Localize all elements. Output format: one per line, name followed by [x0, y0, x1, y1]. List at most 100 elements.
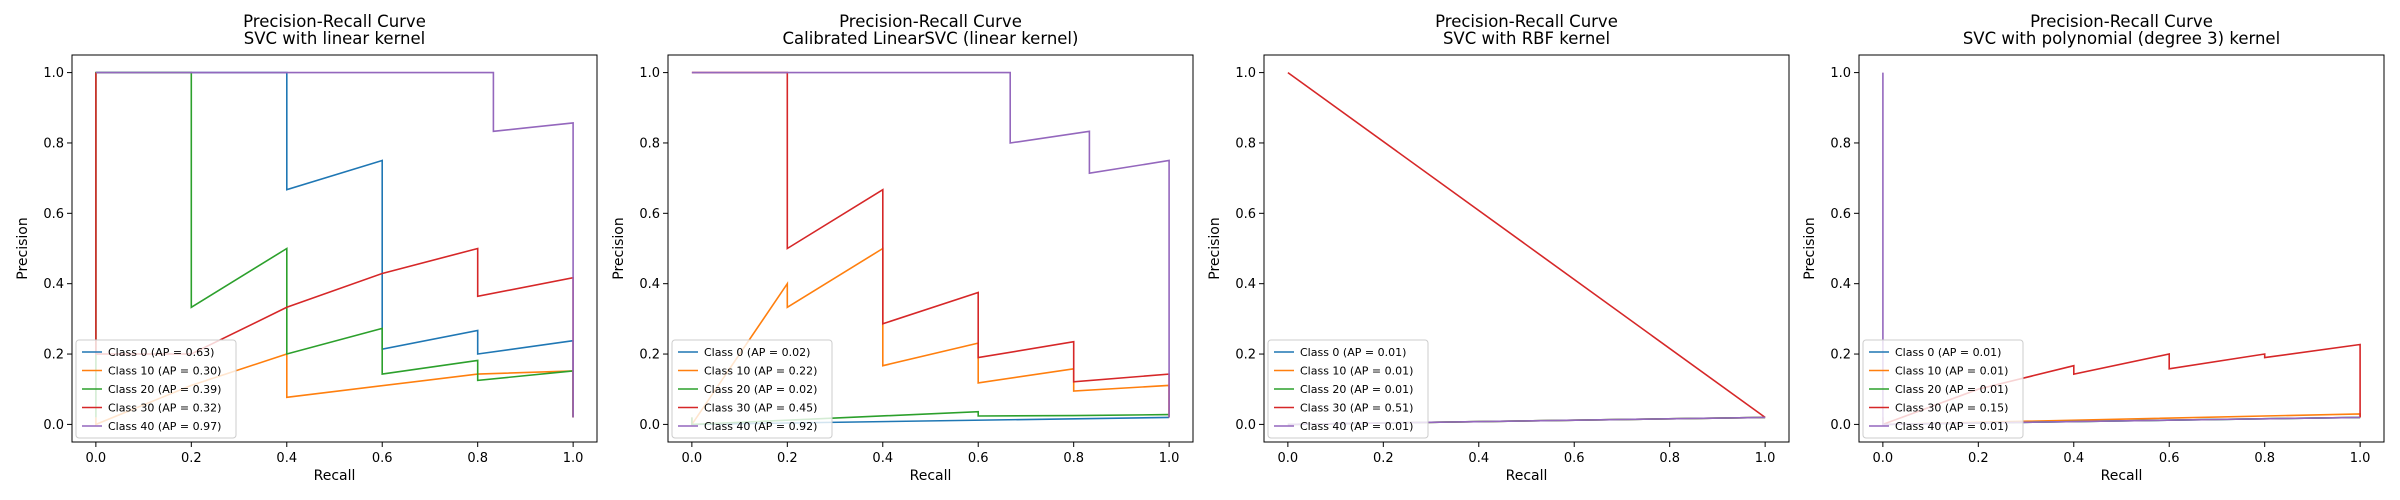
x-tick-label: 0.4 — [1468, 451, 1489, 466]
x-tick-label: 0.4 — [2063, 451, 2084, 466]
chart-panel-3: 0.0 0.2 0.4 0.6 0.8 1.0 0.0 0.2 0.4 0.6 0.8 1.0 Prec… — [1802, 12, 2385, 484]
legend: Class 0 (AP = 0.63) Class 10 (AP = 0.30) C… — [75, 339, 237, 439]
x-tick-label: 0.2 — [1968, 451, 1989, 466]
x-tick-label: 0.0 — [1278, 451, 1299, 466]
x-tick-label: 0.6 — [1564, 451, 1585, 466]
legend-entry: Class 20 (AP = 0.39) — [108, 383, 221, 396]
y-tick-label: 0.8 — [43, 136, 64, 151]
axes-frame — [1858, 54, 2385, 443]
legend-entry: Class 30 (AP = 0.51) — [1300, 402, 1413, 415]
y-tick-label: 0.0 — [1235, 418, 1256, 433]
series-group — [95, 71, 574, 426]
y-tick-label: 0.0 — [1830, 418, 1851, 433]
axes-frame — [71, 54, 598, 443]
chart-title: Precision-Recall Curve — [839, 12, 1022, 31]
legend-entry: Class 0 (AP = 0.02) — [704, 346, 810, 359]
legend-entry: Class 10 (AP = 0.22) — [704, 365, 817, 378]
y-tick-label: 1.0 — [43, 66, 64, 81]
y-tick-label: 1.0 — [1235, 66, 1256, 81]
x-tick-label: 0.2 — [181, 451, 202, 466]
y-tick-label: 1.0 — [639, 66, 660, 81]
y-tick-label: 0.0 — [43, 418, 64, 433]
legend-entry: Class 40 (AP = 0.01) — [1300, 420, 1413, 433]
x-tick-label: 0.4 — [872, 451, 893, 466]
legend: Class 0 (AP = 0.01) Class 10 (AP = 0.01) C… — [1862, 339, 2024, 439]
x-axis-label: Recall — [1506, 468, 1548, 484]
x-tick-label: 0.6 — [2159, 451, 2180, 466]
legend: Class 0 (AP = 0.02) Class 10 (AP = 0.22) C… — [671, 339, 833, 439]
x-tick-label: 0.8 — [1063, 451, 1084, 466]
legend: Class 0 (AP = 0.01) Class 10 (AP = 0.01) C… — [1267, 339, 1429, 439]
legend-entry: Class 40 (AP = 0.97) — [108, 420, 221, 433]
x-tick-label: 1.0 — [563, 451, 584, 466]
y-tick-label: 0.2 — [1235, 348, 1256, 363]
chart-subtitle: SVC with RBF kernel — [1443, 29, 1610, 48]
y-tick-label: 0.2 — [43, 348, 64, 363]
y-tick-label: 0.4 — [639, 277, 660, 292]
y-tick-label: 1.0 — [1830, 66, 1851, 81]
y-tick-label: 0.4 — [43, 277, 64, 292]
x-tick-label: 1.0 — [2350, 451, 2371, 466]
chart-title: Precision-Recall Curve — [1435, 12, 1618, 31]
legend-box — [1862, 339, 2024, 439]
series-line-class-30 — [1287, 71, 1766, 419]
x-axis-label: Recall — [910, 468, 952, 484]
legend-box — [75, 339, 237, 439]
x-tick-label: 0.0 — [1873, 451, 1894, 466]
y-tick-label: 0.6 — [639, 207, 660, 222]
series-line-class-10 — [691, 247, 1170, 428]
legend-entry: Class 0 (AP = 0.63) — [108, 346, 214, 359]
x-tick-label: 0.8 — [467, 451, 488, 466]
y-tick-label: 0.8 — [1235, 136, 1256, 151]
chart-title: Precision-Recall Curve — [243, 12, 426, 31]
y-tick-label: 0.8 — [1830, 136, 1851, 151]
x-tick-label: 0.2 — [1373, 451, 1394, 466]
y-tick-label: 0.6 — [43, 207, 64, 222]
x-tick-label: 1.0 — [1159, 451, 1180, 466]
x-tick-label: 0.8 — [2254, 451, 2275, 466]
legend-box — [1267, 339, 1429, 439]
legend-entry: Class 40 (AP = 0.92) — [704, 420, 817, 433]
x-axis-label: Recall — [2101, 468, 2143, 484]
chart-panel-0: 0.0 0.2 0.4 0.6 0.8 1.0 0.0 0.2 0.4 0.6 0.8 1.0 Prec… — [15, 12, 598, 484]
x-tick-label: 1.0 — [1755, 451, 1776, 466]
y-tick-label: 0.6 — [1830, 207, 1851, 222]
axes-frame — [667, 54, 1194, 443]
x-axis-label: Recall — [314, 468, 356, 484]
legend-entry: Class 10 (AP = 0.01) — [1300, 365, 1413, 378]
legend-entry: Class 0 (AP = 0.01) — [1300, 346, 1406, 359]
series-line-class-40 — [95, 71, 574, 418]
series-line-class-40 — [691, 71, 1170, 418]
series-line-class-30 — [691, 71, 1170, 418]
legend-entry: Class 20 (AP = 0.02) — [704, 383, 817, 396]
legend-entry: Class 20 (AP = 0.01) — [1300, 383, 1413, 396]
chart-title: Precision-Recall Curve — [2030, 12, 2213, 31]
y-axis-label: Precision — [1207, 217, 1223, 279]
y-tick-label: 0.2 — [639, 348, 660, 363]
chart-subtitle: Calibrated LinearSVC (linear kernel) — [783, 29, 1079, 48]
chart-subtitle: SVC with polynomial (degree 3) kernel — [1963, 29, 2280, 48]
x-tick-label: 0.0 — [682, 451, 703, 466]
y-axis-label: Precision — [611, 217, 627, 279]
x-tick-label: 0.0 — [86, 451, 107, 466]
x-tick-label: 0.8 — [1659, 451, 1680, 466]
legend-entry: Class 10 (AP = 0.30) — [108, 365, 221, 378]
y-tick-label: 0.0 — [639, 418, 660, 433]
y-tick-label: 0.2 — [1830, 348, 1851, 363]
legend-entry: Class 40 (AP = 0.01) — [1895, 420, 2008, 433]
legend-entry: Class 20 (AP = 0.01) — [1895, 383, 2008, 396]
y-axis-label: Precision — [15, 217, 31, 279]
legend-entry: Class 30 (AP = 0.32) — [108, 402, 221, 415]
y-tick-label: 0.4 — [1830, 277, 1851, 292]
chart-panel-1: 0.0 0.2 0.4 0.6 0.8 1.0 0.0 0.2 0.4 0.6 0.8 1.0 Prec… — [611, 12, 1194, 484]
y-tick-label: 0.6 — [1235, 207, 1256, 222]
chart-subtitle: SVC with linear kernel — [244, 29, 426, 48]
legend-entry: Class 0 (AP = 0.01) — [1895, 346, 2001, 359]
x-tick-label: 0.4 — [276, 451, 297, 466]
x-tick-label: 0.6 — [968, 451, 989, 466]
legend-box — [671, 339, 833, 439]
y-tick-label: 0.8 — [639, 136, 660, 151]
axes-frame — [1263, 54, 1790, 443]
chart-panel-2: 0.0 0.2 0.4 0.6 0.8 1.0 0.0 0.2 0.4 0.6 0.8 1.0 Prec… — [1207, 12, 1790, 484]
